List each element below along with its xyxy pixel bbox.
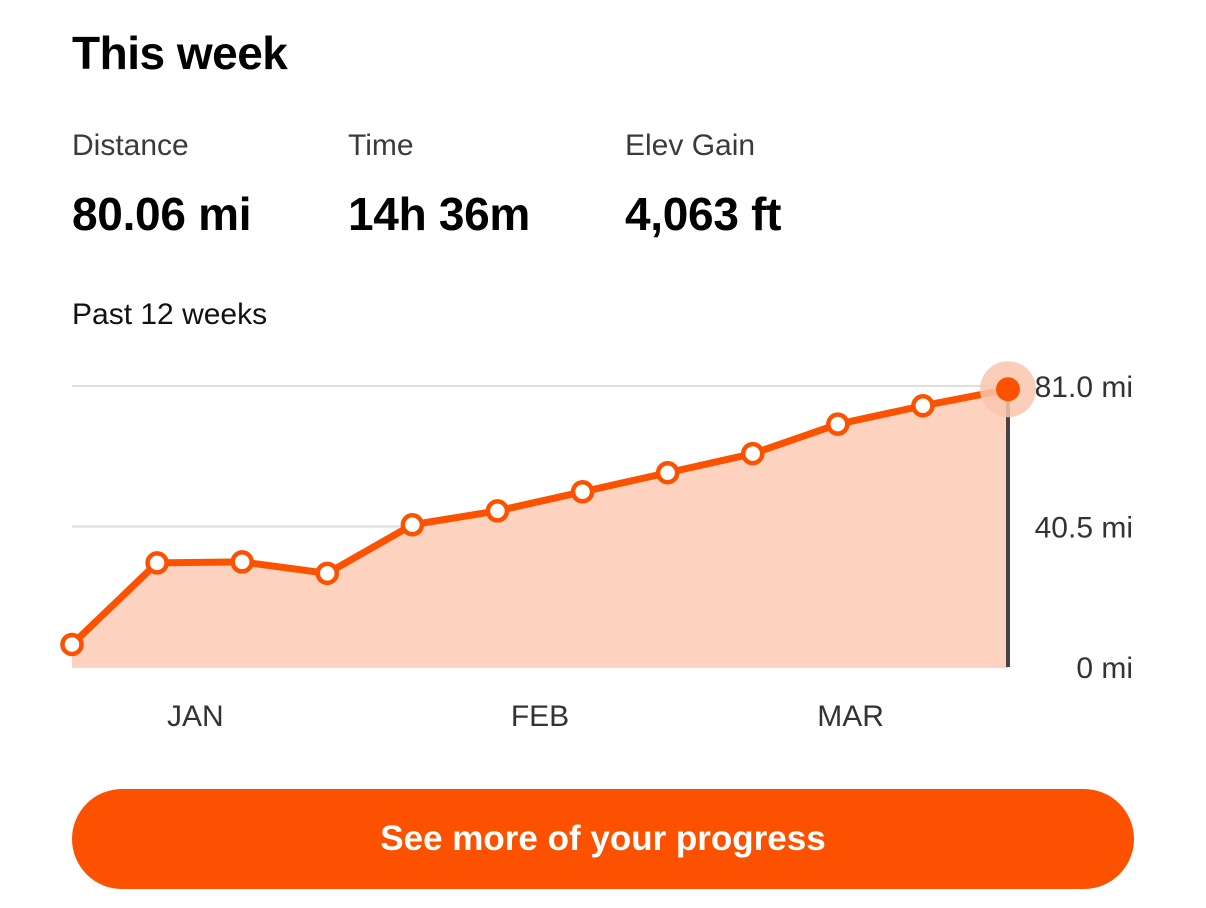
selected-data-point[interactable] <box>996 377 1020 402</box>
data-point[interactable] <box>230 550 254 574</box>
weekly-distance-chart[interactable]: 0 mi 40.5 mi 81.0 mi JAN FEB MAR <box>0 340 1206 740</box>
data-point[interactable] <box>911 394 935 418</box>
y-tick-label: 81.0 mi <box>1035 371 1133 404</box>
x-tick-label: JAN <box>167 700 224 733</box>
area-fill <box>72 389 1008 667</box>
data-point[interactable] <box>400 513 425 537</box>
stat-distance: Distance 80.06 mi <box>72 128 251 240</box>
stat-time-label: Time <box>348 129 414 162</box>
series-line <box>68 385 1012 648</box>
data-point[interactable] <box>485 499 510 523</box>
page-title: This week <box>72 27 288 79</box>
stat-elev-gain: Elev Gain 4,063 ft <box>625 128 781 240</box>
see-more-progress-button[interactable]: See more of your progress <box>72 789 1134 889</box>
data-point[interactable] <box>60 632 84 657</box>
y-tick-label: 0 mi <box>1076 652 1133 685</box>
stat-time-value: 14h 36m <box>348 188 531 240</box>
data-point[interactable] <box>145 551 169 575</box>
data-point[interactable] <box>655 460 680 485</box>
stat-elev-gain-label: Elev Gain <box>625 129 756 162</box>
stat-distance-label: Distance <box>72 129 189 162</box>
data-point[interactable] <box>315 561 340 586</box>
data-point[interactable] <box>826 412 850 436</box>
stat-distance-value: 80.06 mi <box>72 188 252 240</box>
data-point[interactable] <box>570 480 595 504</box>
x-tick-label: FEB <box>511 700 569 733</box>
stat-time: Time 14h 36m <box>348 128 530 240</box>
data-point[interactable] <box>740 441 765 466</box>
x-tick-label: MAR <box>817 700 884 733</box>
stat-elev-gain-value: 4,063 ft <box>625 188 782 240</box>
y-tick-label: 40.5 mi <box>1035 512 1133 545</box>
period-label: Past 12 weeks <box>72 298 268 331</box>
